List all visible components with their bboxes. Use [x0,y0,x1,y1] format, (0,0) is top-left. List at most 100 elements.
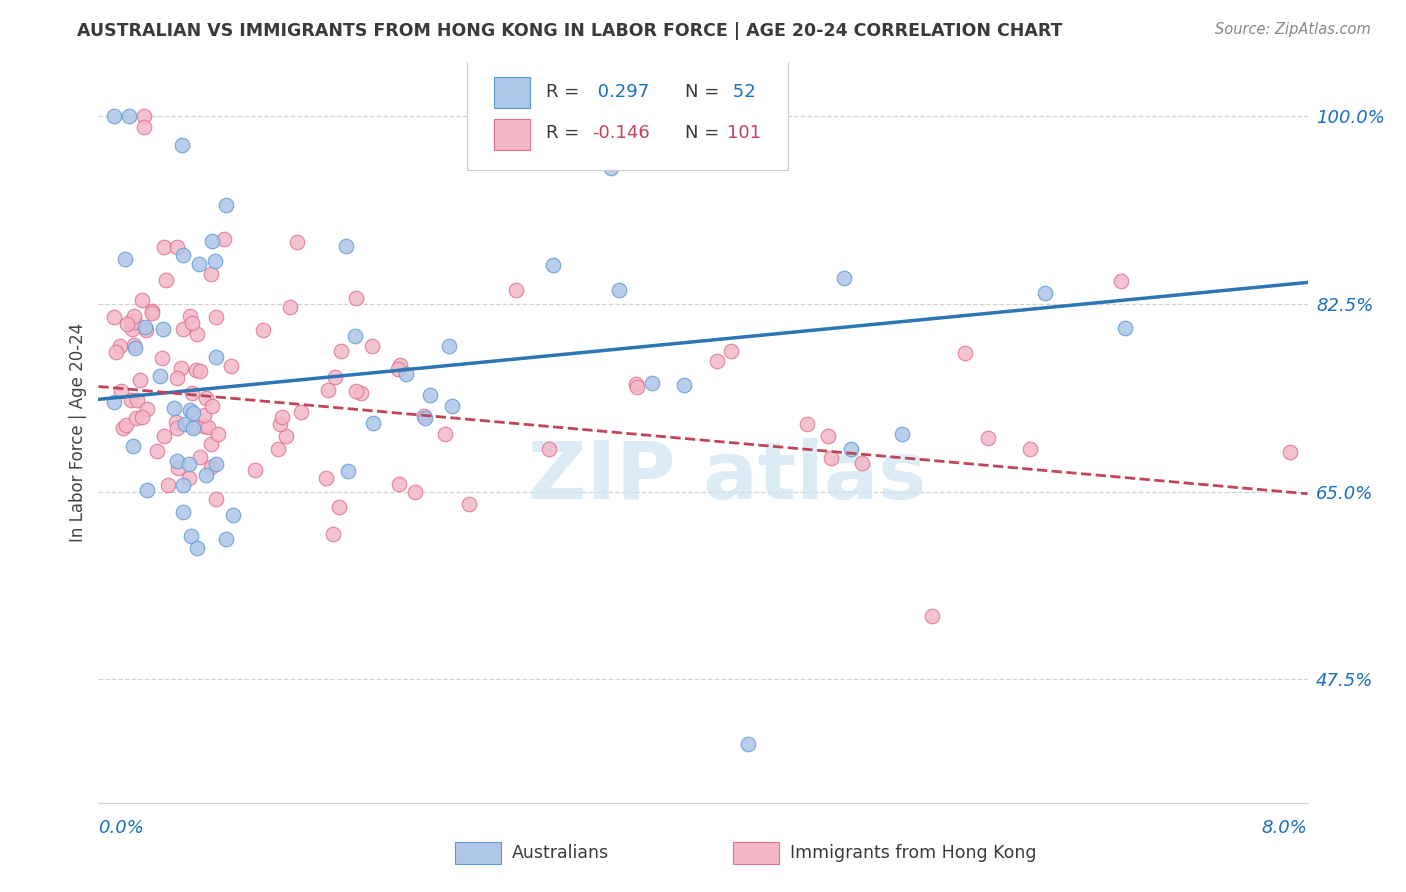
Text: 0.0%: 0.0% [98,819,145,837]
Point [170,137,193,152]
Point [269,417,291,431]
Text: AUSTRALIAN VS IMMIGRANTS FROM HONG KONG IN LABOR FORCE | AGE 20-24 CORRELATION C: AUSTRALIAN VS IMMIGRANTS FROM HONG KONG … [77,22,1063,40]
Point [505,284,527,298]
Point [152,240,174,254]
Point [344,291,367,305]
Point [180,385,202,400]
Point [737,737,759,751]
Text: R =: R = [546,124,585,142]
Point [122,438,145,452]
Point [820,450,842,465]
Point [440,399,463,413]
Point [125,411,148,425]
Point [720,343,742,358]
Point [395,367,418,381]
Point [128,373,150,387]
Point [194,468,217,483]
Point [212,232,235,246]
Text: 101: 101 [727,124,761,142]
Point [124,309,146,323]
Point [541,258,564,272]
Point [166,421,188,435]
Text: 0.297: 0.297 [592,83,650,101]
Point [215,533,238,547]
Point [120,314,142,328]
Point [360,338,382,352]
FancyBboxPatch shape [494,78,530,108]
Point [204,458,226,472]
Point [537,442,560,457]
Point [285,235,308,249]
Point [344,384,367,398]
Point [796,417,818,432]
Point [172,248,194,262]
Point [252,323,274,337]
Text: -0.146: -0.146 [592,124,650,142]
Point [205,492,228,507]
Point [132,120,155,134]
Point [1279,445,1302,459]
Point [186,541,208,555]
Point [204,254,226,268]
Point [290,405,312,419]
Point [1019,442,1042,456]
Point [626,380,648,394]
Point [921,608,943,623]
Point [152,321,174,335]
Point [316,383,339,397]
FancyBboxPatch shape [734,842,779,864]
Point [179,403,201,417]
Point [115,317,138,331]
Point [387,362,409,376]
Point [328,500,350,514]
Point [131,410,153,425]
Point [195,391,218,405]
Point [183,419,205,434]
Point [172,477,194,491]
Point [134,319,156,334]
Point [114,417,136,432]
Point [315,471,337,485]
Point [439,339,461,353]
Point [172,504,194,518]
Text: Source: ZipAtlas.com: Source: ZipAtlas.com [1215,22,1371,37]
Point [172,322,194,336]
Point [323,370,346,384]
Point [193,409,215,423]
Point [132,109,155,123]
Text: Immigrants from Hong Kong: Immigrants from Hong Kong [790,844,1036,863]
Point [104,344,127,359]
Point [141,304,163,318]
FancyBboxPatch shape [494,119,530,150]
Text: 52: 52 [727,83,756,101]
Point [197,420,219,434]
Point [817,429,839,443]
Point [166,371,188,385]
Point [200,267,222,281]
FancyBboxPatch shape [456,842,501,864]
Point [640,376,662,391]
Point [121,321,143,335]
Point [179,471,201,485]
Point [141,306,163,320]
Point [110,384,132,398]
Point [122,338,145,352]
Point [243,462,266,476]
Point [103,310,125,324]
Point [169,361,191,376]
Point [413,410,436,425]
Point [167,461,190,475]
Point [607,283,630,297]
Point [166,454,188,468]
Point [329,344,352,359]
Point [388,477,411,491]
Point [184,363,207,377]
Point [276,428,298,442]
Point [221,359,243,374]
Point [976,431,998,445]
Point [266,442,288,457]
Point [131,293,153,307]
Text: ZIP atlas: ZIP atlas [529,438,927,516]
Point [125,393,148,408]
Point [624,377,647,392]
